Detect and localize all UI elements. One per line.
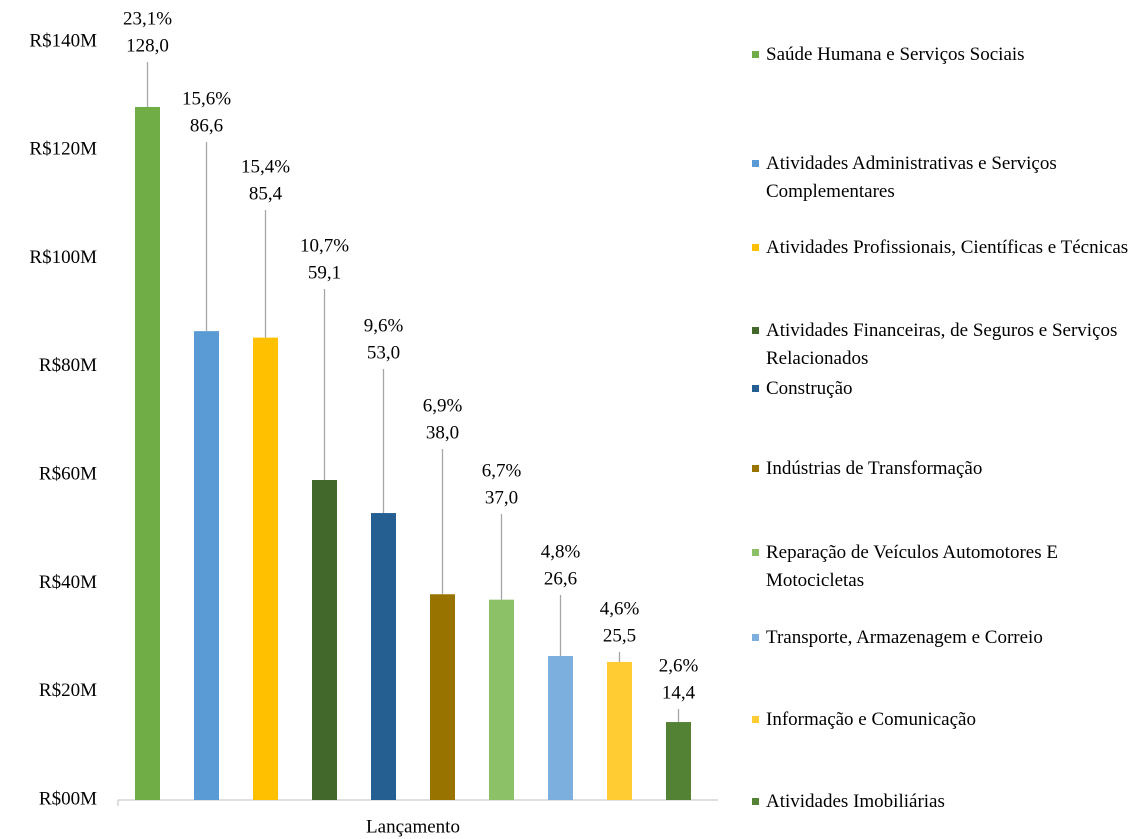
- value-label: 26,6: [544, 568, 577, 589]
- bar: [489, 599, 514, 800]
- value-label: 25,5: [603, 625, 636, 646]
- y-tick-label: R$00M: [39, 788, 97, 809]
- value-label: 14,4: [662, 682, 696, 703]
- legend-item: Construção: [752, 375, 1132, 403]
- value-label: 86,6: [190, 115, 223, 136]
- legend-item: Informação e Comunicação: [752, 706, 1132, 734]
- x-axis-label: Lançamento: [366, 816, 460, 837]
- legend-label: Atividades Profissionais, Científicas e …: [766, 237, 1129, 258]
- bar: [607, 661, 632, 800]
- value-label: 85,4: [249, 183, 283, 204]
- legend-swatch: [752, 549, 759, 556]
- share-label: 15,4%: [241, 156, 290, 177]
- legend-item: Transporte, Armazenagem e Correio: [752, 624, 1132, 652]
- bar: [312, 480, 337, 800]
- legend-item: Saúde Humana e Serviços Sociais: [752, 41, 1132, 69]
- bar: [371, 513, 396, 800]
- legend-label: Indústrias de Transformação: [766, 458, 983, 479]
- share-label: 6,7%: [482, 460, 522, 481]
- share-label: 4,6%: [600, 598, 640, 619]
- bar: [194, 331, 219, 800]
- share-label: 4,8%: [541, 541, 581, 562]
- value-label: 59,1: [308, 262, 341, 283]
- legend-swatch: [752, 634, 759, 641]
- share-label: 9,6%: [364, 315, 404, 336]
- y-tick-label: R$140M: [29, 30, 97, 51]
- legend-label: Atividades Administrativas e Serviços Co…: [766, 153, 1057, 202]
- bar: [253, 337, 278, 800]
- y-tick-label: R$100M: [29, 247, 97, 268]
- legend-item: Atividades Imobiliárias: [752, 788, 1132, 816]
- value-label: 37,0: [485, 487, 518, 508]
- legend-swatch: [752, 327, 759, 334]
- legend-item: Atividades Profissionais, Científicas e …: [752, 234, 1132, 262]
- y-tick-label: R$120M: [29, 139, 97, 160]
- value-label: 38,0: [426, 422, 459, 443]
- legend-swatch: [752, 51, 759, 58]
- legend-label: Transporte, Armazenagem e Correio: [766, 627, 1043, 648]
- value-label: 128,0: [126, 35, 169, 56]
- value-label: 53,0: [367, 342, 400, 363]
- y-tick-label: R$20M: [39, 680, 97, 701]
- legend-label: Reparação de Veículos Automotores E Moto…: [766, 542, 1058, 591]
- legend-swatch: [752, 385, 759, 392]
- y-tick-label: R$60M: [39, 464, 97, 485]
- legend-label: Informação e Comunicação: [766, 709, 976, 730]
- share-label: 15,6%: [182, 88, 231, 109]
- legend-item: Reparação de Veículos Automotores E Moto…: [752, 539, 1132, 595]
- bar: [135, 106, 160, 800]
- bar: [666, 722, 691, 800]
- y-tick-label: R$80M: [39, 355, 97, 376]
- legend-swatch: [752, 798, 759, 805]
- legend-label: Atividades Imobiliárias: [766, 791, 945, 812]
- share-label: 6,9%: [423, 395, 463, 416]
- y-tick-label: R$40M: [39, 572, 97, 593]
- legend-label: Saúde Humana e Serviços Sociais: [766, 44, 1025, 65]
- legend-label: Atividades Financeiras, de Seguros e Ser…: [766, 320, 1118, 369]
- legend-item: Atividades Financeiras, de Seguros e Ser…: [752, 317, 1132, 373]
- share-label: 23,1%: [123, 8, 172, 29]
- legend-swatch: [752, 716, 759, 723]
- bar: [548, 655, 573, 800]
- share-label: 10,7%: [300, 235, 349, 256]
- bar: [430, 594, 455, 800]
- legend-swatch: [752, 244, 759, 251]
- share-label: 2,6%: [659, 655, 699, 676]
- legend-item: Atividades Administrativas e Serviços Co…: [752, 150, 1132, 206]
- legend-swatch: [752, 160, 759, 167]
- legend-swatch: [752, 465, 759, 472]
- legend-item: Indústrias de Transformação: [752, 455, 1132, 483]
- legend-label: Construção: [766, 378, 853, 399]
